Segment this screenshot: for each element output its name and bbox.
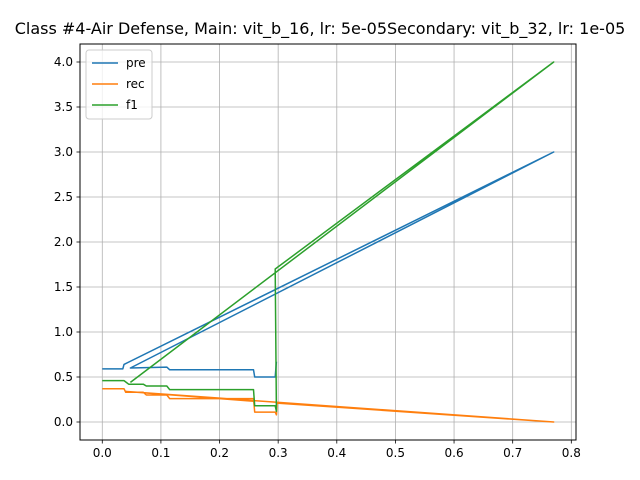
x-tick-label: 0.2 <box>210 446 229 460</box>
y-tick-label: 1.5 <box>54 280 73 294</box>
legend-label-pre: pre <box>126 56 146 70</box>
x-tick-label: 0.4 <box>327 446 346 460</box>
chart-title: Class #4-Air Defense, Main: vit_b_16, lr… <box>15 19 626 39</box>
x-tick-label: 0.5 <box>386 446 405 460</box>
legend-box <box>85 49 153 120</box>
y-tick-label: 1.0 <box>54 325 73 339</box>
legend: pre rec f1 <box>85 49 153 120</box>
y-tick-label: 0.5 <box>54 370 73 384</box>
series-line-pre <box>102 151 555 378</box>
y-tick-label: 2.0 <box>54 235 73 249</box>
y-tick-label: 4.0 <box>54 55 73 69</box>
y-tick-label: 3.0 <box>54 145 73 159</box>
legend-label-f1: f1 <box>126 98 138 112</box>
grid <box>80 44 576 440</box>
x-tick-label: 0.1 <box>151 446 170 460</box>
y-tick-label: 2.5 <box>54 190 73 204</box>
axis-ticks: 0.0 0.1 0.2 0.3 0.4 0.5 0.6 0.7 0.8 0.0 0.5 1.0 1.5 2… <box>54 55 581 460</box>
x-tick-label: 0.6 <box>445 446 464 460</box>
series-line-f1 <box>102 61 555 412</box>
x-tick-label: 0.0 <box>93 446 112 460</box>
y-tick-label: 3.5 <box>54 100 73 114</box>
legend-label-rec: rec <box>126 77 145 91</box>
x-tick-label: 0.8 <box>562 446 581 460</box>
y-tick-label: 0.0 <box>54 415 73 429</box>
series-lines <box>102 61 555 423</box>
x-tick-label: 0.3 <box>269 446 288 460</box>
x-tick-label: 0.7 <box>503 446 522 460</box>
